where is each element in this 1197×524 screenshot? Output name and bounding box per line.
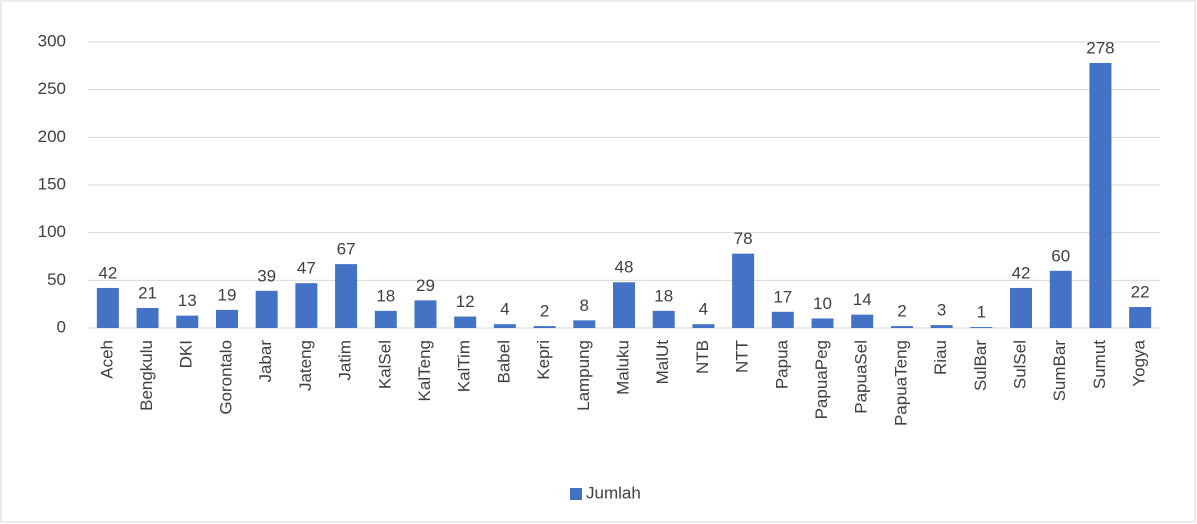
x-tick-label: Maluku <box>613 340 632 395</box>
x-tick-label: SulSel <box>1011 340 1030 389</box>
value-label: 10 <box>813 294 832 313</box>
value-label: 3 <box>937 301 946 320</box>
x-tick-label: KalSel <box>375 340 394 389</box>
bar <box>732 253 755 328</box>
x-tick-label: DKI <box>177 340 196 368</box>
bar <box>255 290 278 328</box>
x-tick-label: Kepri <box>534 340 553 380</box>
bar <box>96 287 119 328</box>
bar <box>851 314 874 328</box>
bar <box>930 325 953 328</box>
x-tick-label: Riau <box>931 340 950 375</box>
bar <box>692 324 715 328</box>
bar <box>136 307 159 328</box>
bar <box>374 310 397 328</box>
value-label: 67 <box>337 240 356 259</box>
y-tick-label: 150 <box>38 174 66 193</box>
value-label: 42 <box>1012 263 1031 282</box>
value-label: 13 <box>178 291 197 310</box>
x-tick-label: NTT <box>733 340 752 373</box>
value-label: 21 <box>138 283 157 302</box>
y-tick-label: 100 <box>38 222 66 241</box>
value-label: 60 <box>1051 246 1070 265</box>
y-tick-label: 200 <box>38 127 66 146</box>
x-tick-label: Jateng <box>296 340 315 391</box>
bar <box>295 283 318 328</box>
value-label: 1 <box>977 303 986 322</box>
value-label: 2 <box>897 302 906 321</box>
bar <box>652 310 675 328</box>
bar <box>890 326 913 328</box>
y-tick-label: 250 <box>38 79 66 98</box>
bar <box>1129 307 1152 328</box>
value-label: 4 <box>699 300 708 319</box>
x-tick-label: SulBar <box>971 340 990 391</box>
value-label: 4 <box>500 300 509 319</box>
x-tick-label: Yogya <box>1130 339 1149 386</box>
value-label: 19 <box>218 285 237 304</box>
value-label: 29 <box>416 276 435 295</box>
x-tick-label: Aceh <box>97 340 116 379</box>
bar <box>1089 62 1112 329</box>
value-label: 18 <box>654 286 673 305</box>
value-label: 14 <box>853 290 872 309</box>
x-tick-label: PapuaPeg <box>812 340 831 419</box>
value-label: 18 <box>376 286 395 305</box>
x-tick-label: KalTeng <box>415 340 434 401</box>
value-label: 22 <box>1131 283 1150 302</box>
x-tick-label: Lampung <box>574 340 593 411</box>
legend-swatch <box>570 488 582 500</box>
x-tick-label: SumBar <box>1050 340 1069 402</box>
x-tick-label: Sumut <box>1090 340 1109 389</box>
bar <box>335 264 358 328</box>
bar <box>771 311 794 328</box>
x-tick-label: Bengkulu <box>137 340 156 411</box>
x-tick-label: Jabar <box>256 340 275 383</box>
y-tick-label: 50 <box>47 270 66 289</box>
x-tick-label: NTB <box>693 340 712 374</box>
bar <box>970 327 993 328</box>
bar <box>176 315 199 328</box>
bar <box>533 326 556 328</box>
bar <box>573 320 596 328</box>
x-tick-label: Gorontalo <box>216 340 235 415</box>
x-tick-label: PapuaSel <box>852 340 871 414</box>
legend-label: Jumlah <box>586 483 641 502</box>
y-tick-label: 300 <box>38 31 66 50</box>
y-tick-label: 0 <box>57 317 66 336</box>
value-label: 47 <box>297 259 316 278</box>
bar <box>414 300 437 328</box>
value-label: 17 <box>773 287 792 306</box>
x-tick-label: PapuaTeng <box>891 340 910 426</box>
bar <box>613 282 635 328</box>
bar <box>1049 270 1072 328</box>
bar <box>215 309 238 328</box>
value-label: 2 <box>540 302 549 321</box>
bar <box>493 324 516 328</box>
bar <box>1010 287 1033 328</box>
x-tick-label: Papua <box>772 339 791 389</box>
bar <box>454 316 477 328</box>
x-tick-label: KalTim <box>455 340 474 392</box>
x-tick-label: Babel <box>494 340 513 383</box>
value-label: 39 <box>257 266 276 285</box>
x-tick-label: MalUt <box>653 340 672 385</box>
value-label: 48 <box>615 258 634 277</box>
value-label: 42 <box>98 263 117 282</box>
bar <box>811 318 834 328</box>
value-label: 278 <box>1086 38 1114 57</box>
value-label: 8 <box>580 296 589 315</box>
value-label: 78 <box>734 229 753 248</box>
x-tick-label: Jatim <box>336 340 355 381</box>
value-label: 12 <box>456 292 475 311</box>
